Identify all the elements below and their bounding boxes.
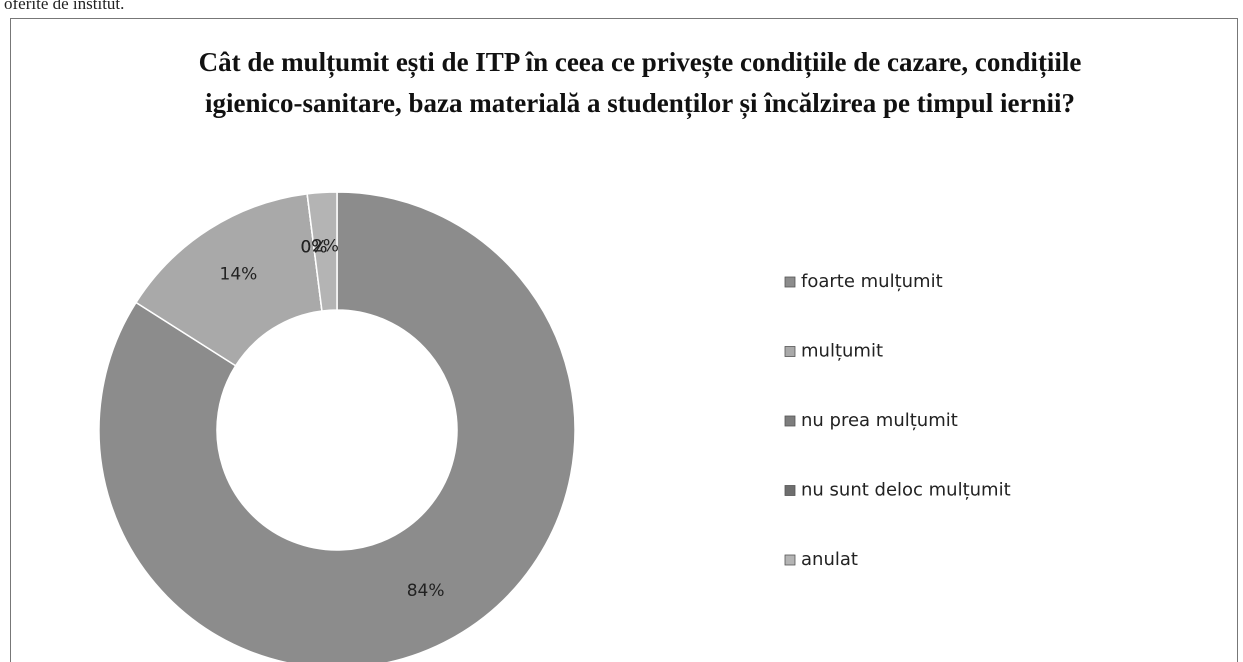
header-text: oferite de institut.	[4, 0, 125, 13]
legend-swatch	[784, 346, 796, 357]
data-label: 14%	[220, 265, 258, 285]
data-label: 0%	[300, 237, 327, 257]
legend-swatch	[784, 276, 796, 288]
donut-slice	[306, 191, 338, 312]
chart-frame	[10, 18, 1238, 662]
legend-swatch	[784, 415, 796, 427]
donut-slice	[98, 191, 576, 662]
data-label: 84%	[407, 581, 445, 601]
chart-title: Cât de mulțumit ești de ITP în ceea ce p…	[198, 47, 1082, 118]
legend-label: nu sunt deloc mulțumit	[801, 480, 1011, 501]
legend-swatch	[784, 485, 796, 496]
data-label: 2%	[312, 236, 339, 256]
data-label: 0%	[300, 237, 327, 257]
donut-slice	[135, 193, 323, 367]
legend-swatch	[784, 554, 796, 566]
legend-label: nu prea mulțumit	[801, 410, 958, 431]
legend-label: foarte mulțumit	[801, 271, 943, 292]
legend-label: anulat	[801, 549, 858, 570]
legend-label: mulțumit	[801, 341, 883, 362]
